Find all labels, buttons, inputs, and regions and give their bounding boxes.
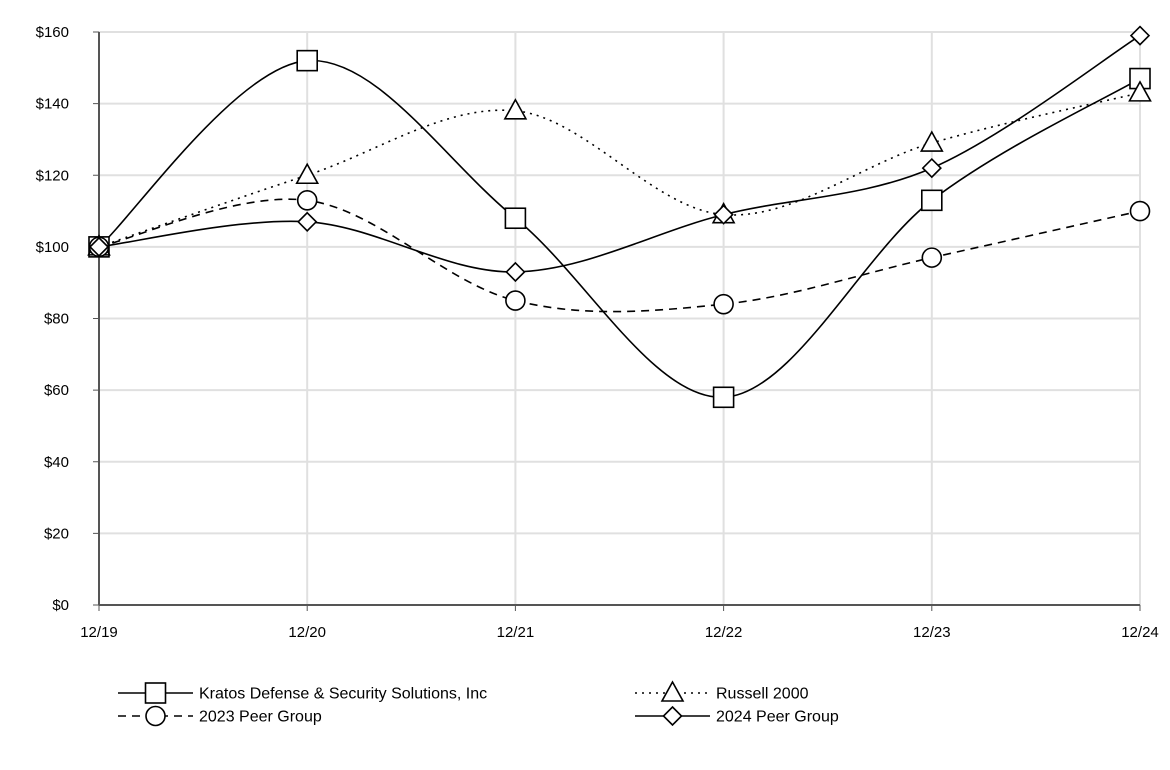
x-tick-label: 12/22 (705, 624, 743, 641)
data-point-russell-2000 (295, 162, 320, 185)
legend-label: Russell 2000 (716, 686, 809, 703)
legend-marker (662, 705, 683, 727)
y-tick-label: $80 (44, 311, 69, 328)
data-point-2024-peer-group (713, 204, 734, 225)
x-tick-label: 12/24 (1121, 624, 1159, 641)
data-point-2023-peer-group (713, 293, 734, 315)
legend-marker (145, 705, 166, 727)
data-point-2024-peer-group (921, 157, 942, 179)
series-line-kratos-defense-security-solutions-inc (98, 59, 1141, 399)
legend-marker (660, 680, 685, 702)
legend-item-russell-2000: Russell 2000 (635, 680, 809, 703)
x-tick-label: 12/20 (288, 624, 326, 641)
legend-marker (144, 682, 167, 704)
data-point-russell-2000 (1128, 80, 1152, 102)
legend-label: 2023 Peer Group (199, 709, 322, 726)
series-lines (98, 34, 1141, 399)
y-tick-label: $140 (36, 96, 69, 113)
grid (99, 31, 1141, 605)
x-tick-label: 12/19 (80, 624, 118, 641)
data-point-2023-peer-group (1129, 200, 1151, 222)
data-point-2024-peer-group (1129, 25, 1151, 46)
data-point-russell-2000 (919, 130, 944, 152)
series-markers (87, 25, 1152, 409)
legend-item-2023-peer-group: 2023 Peer Group (118, 705, 322, 727)
data-point-2023-peer-group (921, 247, 943, 268)
y-tick-label: $60 (44, 382, 69, 399)
legend-item-2024-peer-group: 2024 Peer Group (635, 705, 839, 727)
y-tick-label: $100 (36, 239, 69, 256)
data-point-2024-peer-group (505, 261, 526, 283)
series-line-2024-peer-group (98, 34, 1141, 273)
data-point-2023-peer-group (505, 290, 526, 311)
data-point-russell-2000 (503, 98, 528, 120)
series-line-russell-2000 (98, 92, 1141, 248)
y-tick-label: $160 (36, 24, 69, 41)
legend: Kratos Defense & Security Solutions, Inc… (118, 680, 839, 727)
y-tick-label: $40 (44, 454, 69, 471)
data-point-kratos-defense-security-solutions-inc (504, 207, 527, 230)
x-tick-label: 12/23 (913, 624, 951, 641)
data-point-2024-peer-group (88, 236, 110, 258)
data-point-kratos-defense-security-solutions-inc (920, 189, 943, 212)
data-point-kratos-defense-security-solutions-inc (296, 49, 319, 72)
data-point-2024-peer-group (297, 211, 318, 232)
legend-item-kratos-defense-security-solutions-inc: Kratos Defense & Security Solutions, Inc (118, 682, 487, 704)
legend-label: 2024 Peer Group (716, 709, 839, 726)
legend-label: Kratos Defense & Security Solutions, Inc (199, 686, 487, 703)
series-line-2023-peer-group (98, 198, 1141, 313)
y-tick-label: $0 (52, 597, 69, 614)
x-tick-label: 12/21 (497, 624, 535, 641)
data-point-kratos-defense-security-solutions-inc (712, 386, 735, 409)
y-tick-label: $20 (44, 525, 69, 542)
y-tick-label: $120 (36, 167, 69, 184)
data-point-2023-peer-group (296, 190, 318, 211)
axes: $0 $20 $40 $60 $80 $100 $120 $140 $160 12/19 12/20… (36, 24, 1159, 641)
